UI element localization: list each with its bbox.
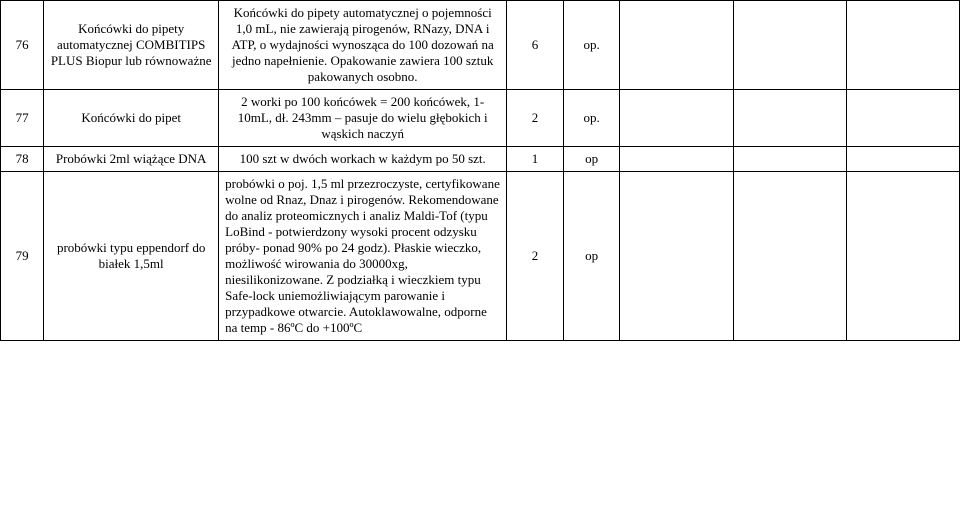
cell-name: Końcówki do pipet: [44, 90, 219, 147]
cell-empty: [620, 147, 733, 172]
cell-number: 79: [1, 172, 44, 341]
cell-empty: [620, 1, 733, 90]
cell-name: Końcówki do pipety automatycznej COMBITI…: [44, 1, 219, 90]
cell-number: 76: [1, 1, 44, 90]
cell-empty: [733, 172, 846, 341]
table-row: 76Końcówki do pipety automatycznej COMBI…: [1, 1, 960, 90]
cell-quantity: 6: [507, 1, 564, 90]
table-row: 78Probówki 2ml wiążące DNA100 szt w dwóc…: [1, 147, 960, 172]
cell-empty: [846, 147, 959, 172]
cell-quantity: 2: [507, 90, 564, 147]
cell-description: 2 worki po 100 końcówek = 200 końcówek, …: [219, 90, 507, 147]
cell-number: 78: [1, 147, 44, 172]
cell-quantity: 2: [507, 172, 564, 341]
cell-number: 77: [1, 90, 44, 147]
data-table: 76Końcówki do pipety automatycznej COMBI…: [0, 0, 960, 341]
cell-empty: [733, 147, 846, 172]
cell-name: probówki typu eppendorf do białek 1,5ml: [44, 172, 219, 341]
cell-empty: [846, 90, 959, 147]
cell-empty: [620, 172, 733, 341]
cell-unit: op: [563, 172, 620, 341]
cell-empty: [620, 90, 733, 147]
cell-description: probówki o poj. 1,5 ml przezroczyste, ce…: [219, 172, 507, 341]
cell-unit: op.: [563, 90, 620, 147]
cell-unit: op: [563, 147, 620, 172]
cell-quantity: 1: [507, 147, 564, 172]
cell-description: 100 szt w dwóch workach w każdym po 50 s…: [219, 147, 507, 172]
cell-empty: [733, 1, 846, 90]
cell-empty: [846, 172, 959, 341]
cell-description: Końcówki do pipety automatycznej o pojem…: [219, 1, 507, 90]
table-row: 79probówki typu eppendorf do białek 1,5m…: [1, 172, 960, 341]
table-row: 77Końcówki do pipet2 worki po 100 końców…: [1, 90, 960, 147]
cell-empty: [846, 1, 959, 90]
cell-empty: [733, 90, 846, 147]
cell-unit: op.: [563, 1, 620, 90]
cell-name: Probówki 2ml wiążące DNA: [44, 147, 219, 172]
